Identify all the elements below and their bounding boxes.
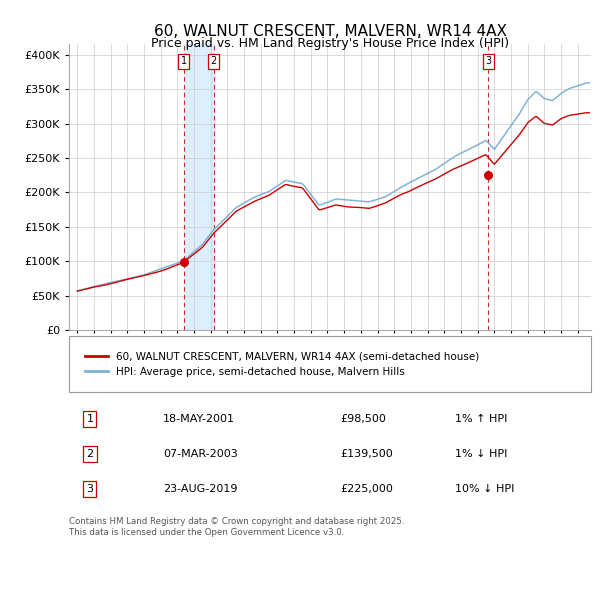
Text: 1% ↓ HPI: 1% ↓ HPI [455,449,508,459]
Text: 1% ↑ HPI: 1% ↑ HPI [455,414,508,424]
Text: 1: 1 [181,57,187,67]
Text: 3: 3 [86,484,94,494]
Text: 1: 1 [86,414,94,424]
Text: Contains HM Land Registry data © Crown copyright and database right 2025.
This d: Contains HM Land Registry data © Crown c… [69,517,404,537]
Text: 23-AUG-2019: 23-AUG-2019 [163,484,238,494]
Text: £98,500: £98,500 [340,414,386,424]
Bar [184,44,214,330]
Text: 07-MAR-2003: 07-MAR-2003 [163,449,238,459]
Text: 3: 3 [485,57,491,67]
Legend: 60, WALNUT CRESCENT, MALVERN, WR14 4AX (semi-detached house), HPI: Average price: 60, WALNUT CRESCENT, MALVERN, WR14 4AX (… [79,346,484,382]
Text: £225,000: £225,000 [340,484,394,494]
Text: 60, WALNUT CRESCENT, MALVERN, WR14 4AX: 60, WALNUT CRESCENT, MALVERN, WR14 4AX [154,24,506,38]
Text: 18-MAY-2001: 18-MAY-2001 [163,414,235,424]
Text: 2: 2 [211,57,217,67]
Text: £139,500: £139,500 [340,449,393,459]
Text: 10% ↓ HPI: 10% ↓ HPI [455,484,515,494]
Text: 2: 2 [86,449,94,459]
Text: Price paid vs. HM Land Registry's House Price Index (HPI): Price paid vs. HM Land Registry's House … [151,37,509,50]
FancyBboxPatch shape [69,336,591,392]
